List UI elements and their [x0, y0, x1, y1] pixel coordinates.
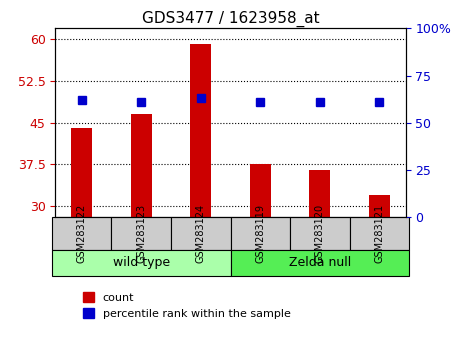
FancyBboxPatch shape	[230, 250, 409, 276]
FancyBboxPatch shape	[349, 217, 409, 250]
Bar	[190, 44, 211, 217]
Text: GSM283122: GSM283122	[77, 204, 87, 263]
Bar	[369, 195, 390, 217]
Text: GSM283119: GSM283119	[255, 204, 265, 263]
FancyBboxPatch shape	[171, 217, 230, 250]
FancyBboxPatch shape	[112, 217, 171, 250]
Text: GSM283121: GSM283121	[374, 204, 384, 263]
Bar	[309, 170, 330, 217]
Text: wild type: wild type	[112, 256, 170, 269]
FancyBboxPatch shape	[52, 250, 230, 276]
Text: Zelda null: Zelda null	[289, 256, 351, 269]
Text: GSM283120: GSM283120	[315, 204, 325, 263]
FancyBboxPatch shape	[230, 217, 290, 250]
Bar	[131, 114, 152, 217]
FancyBboxPatch shape	[290, 217, 349, 250]
Text: GSM283124: GSM283124	[196, 204, 206, 263]
Bar	[250, 164, 271, 217]
Text: GSM283123: GSM283123	[136, 204, 146, 263]
Bar	[71, 128, 92, 217]
Title: GDS3477 / 1623958_at: GDS3477 / 1623958_at	[142, 11, 319, 27]
Legend: count, percentile rank within the sample: count, percentile rank within the sample	[78, 288, 295, 324]
FancyBboxPatch shape	[52, 217, 112, 250]
